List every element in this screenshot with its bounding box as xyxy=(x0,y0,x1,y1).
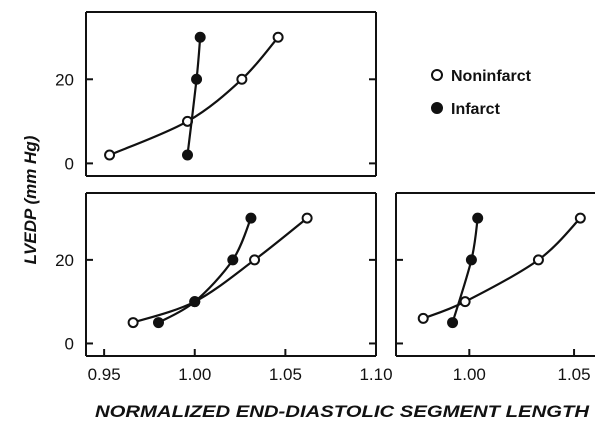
data-point-noninfarct xyxy=(236,73,248,85)
x-axis-title: NORMALIZED END-DIASTOLIC SEGMENT LENGTH xyxy=(95,402,590,421)
panel-top-left: 0 20 xyxy=(55,11,377,177)
series-line-noninfarct xyxy=(109,36,279,156)
legend-label-noninfarct: Noninfarct xyxy=(451,68,532,85)
x-tick-label: 1.00 xyxy=(178,365,211,384)
series-line-noninfarct xyxy=(422,217,582,320)
data-point-infarct xyxy=(194,31,206,43)
x-tick-label: 1.00 xyxy=(453,365,486,384)
panel-bottom-right: 1.00 1.05 xyxy=(395,192,595,384)
y-tick-label: 0 xyxy=(65,154,74,173)
legend: Noninfarct Infarct xyxy=(431,68,532,118)
x-tick-label: 1.05 xyxy=(558,365,591,384)
data-point-noninfarct xyxy=(459,296,471,308)
panels-layer: 0 20 0 20 0.95 1.00 1.05 1.10 1.00 1.05 xyxy=(55,11,595,384)
legend-marker-infarct xyxy=(431,102,443,114)
x-tick-label: 1.10 xyxy=(359,365,392,384)
y-axis-title: LVEDP (mm Hg) xyxy=(21,135,40,264)
y-tick-label: 20 xyxy=(55,251,74,270)
data-point-noninfarct xyxy=(249,254,261,266)
series-line-infarct xyxy=(186,37,202,156)
series-line-noninfarct xyxy=(132,217,308,324)
data-point-infarct xyxy=(189,296,201,308)
data-point-noninfarct xyxy=(532,254,544,266)
panel-bottom-left: 0 20 0.95 1.00 1.05 1.10 xyxy=(55,192,393,384)
x-tick-label: 1.05 xyxy=(269,365,302,384)
data-point-infarct xyxy=(153,317,164,329)
data-point-noninfarct xyxy=(127,317,139,329)
data-point-infarct xyxy=(472,212,484,224)
legend-label-infarct: Infarct xyxy=(451,101,501,118)
data-point-noninfarct xyxy=(301,212,313,224)
legend-marker-noninfarct xyxy=(431,69,443,81)
y-tick-label: 20 xyxy=(55,70,74,89)
data-point-noninfarct xyxy=(272,31,284,43)
data-point-infarct xyxy=(191,73,203,85)
data-point-infarct xyxy=(182,149,193,161)
data-point-noninfarct xyxy=(574,212,586,224)
data-point-infarct xyxy=(447,317,459,329)
data-point-noninfarct xyxy=(104,149,116,161)
x-tick-label: 0.95 xyxy=(88,365,121,384)
data-point-infarct xyxy=(465,254,477,266)
series-line-infarct xyxy=(157,217,252,324)
y-tick-label: 0 xyxy=(65,334,74,353)
data-point-infarct xyxy=(227,254,239,266)
data-point-noninfarct xyxy=(417,312,429,324)
data-point-infarct xyxy=(245,212,257,224)
